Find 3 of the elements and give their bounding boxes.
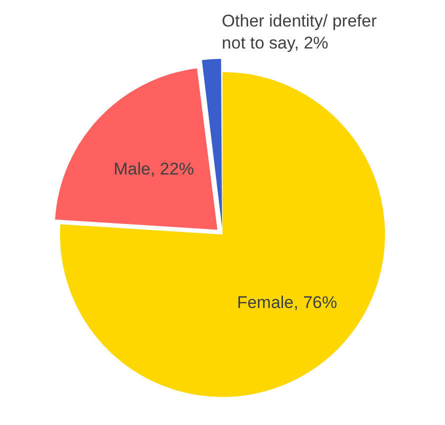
slice-label: Other identity/ prefer not to say, 2% [222, 12, 378, 53]
slice-label: Female, 76% [236, 292, 338, 312]
slice-label: Male, 22% [114, 160, 194, 179]
